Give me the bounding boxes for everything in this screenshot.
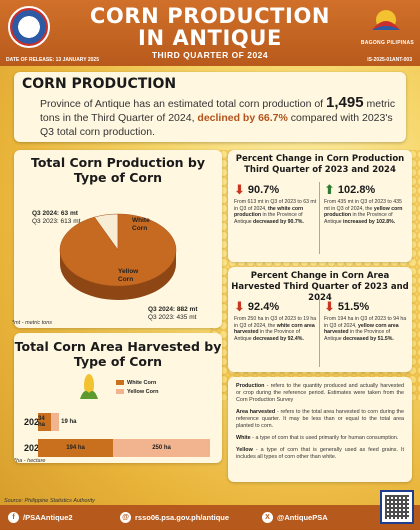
bar-white-2023-label: 194 ha bbox=[66, 445, 85, 451]
intro-text: Province of Antique has an estimated tot… bbox=[40, 94, 400, 139]
white-area-pct: 92.4% bbox=[247, 301, 280, 313]
pct-production-panel: Percent Change in Corn Production Third … bbox=[228, 150, 412, 262]
decline-highlight: declined by 66.7% bbox=[197, 112, 288, 124]
arrow-down-icon: ⬇ bbox=[234, 182, 245, 197]
white-production-pct: 90.7% bbox=[247, 184, 280, 196]
yellow-production-pct: 102.8% bbox=[337, 184, 376, 196]
facebook-handle: /PSAAntique2 bbox=[23, 513, 73, 522]
yellow-area-pct: 51.5% bbox=[337, 301, 370, 313]
intro-panel: CORN PRODUCTION Province of Antique has … bbox=[14, 72, 406, 142]
intro-title: CORN PRODUCTION bbox=[22, 76, 177, 92]
definitions-panel: Production - refers to the quantity prod… bbox=[228, 377, 412, 482]
intro-text-part: Province of Antique has an estimated tot… bbox=[40, 98, 327, 110]
source-note: Source: Philippine Statistics Authority bbox=[4, 498, 95, 504]
total-production-value: 1,495 bbox=[326, 94, 364, 111]
white-area-text: From 250 ha in Q3 of 2023 to 19 ha in Q3… bbox=[234, 316, 317, 342]
corn-icon bbox=[80, 374, 98, 399]
definition-yellow: Yellow - a type of corn that is generall… bbox=[236, 447, 404, 460]
psa-logo bbox=[8, 6, 50, 48]
metric-tons-note: *mt - metric tons bbox=[12, 320, 53, 326]
arrow-down-icon: ⬇ bbox=[234, 299, 245, 314]
page-title-line2: IN ANTIQUE bbox=[138, 26, 282, 50]
x-icon: X bbox=[262, 512, 273, 523]
divider bbox=[319, 182, 320, 254]
pct-production-title: Percent Change in Corn Production Third … bbox=[235, 154, 405, 175]
production-panel: Total Corn Production by Type of Corn Q3… bbox=[14, 150, 222, 328]
area-harvested-panel: Total Corn Area Harvested by Type of Cor… bbox=[14, 333, 222, 463]
white-corn-values: Q3 2024: 63 mt Q3 2023: 613 mt bbox=[32, 210, 80, 226]
bar-yellow-2023-label: 250 ha bbox=[152, 445, 171, 451]
website-text: rsso06.psa.gov.ph/antique bbox=[135, 513, 230, 522]
bar-yellow-2024: 19 ha bbox=[51, 413, 77, 431]
white-area-change: ⬇ 92.4% From 250 ha in Q3 of 2023 to 19 h… bbox=[234, 299, 318, 342]
bagong-pilipinas-text: BAGONG PILIPINAS bbox=[360, 40, 414, 46]
release-date: DATE OF RELEASE: 13 JANUARY 2025 bbox=[6, 57, 99, 63]
qr-code[interactable] bbox=[380, 490, 414, 524]
pie-slice-yellow-corn bbox=[59, 213, 177, 287]
legend-yellow: Yellow Corn bbox=[116, 389, 158, 395]
intro-text-part: compared with 2023's Q3 total corn produ… bbox=[40, 112, 393, 138]
bar-white-2024-label: 34 ha bbox=[38, 416, 46, 428]
yellow-q3-2023: Q3 2023: 435 mt bbox=[148, 314, 197, 321]
page-subtitle: THIRD QUARTER OF 2024 bbox=[151, 50, 269, 60]
white-q3-2024: Q3 2024: 63 mt bbox=[32, 210, 78, 217]
page-title-line1: CORN PRODUCTION bbox=[89, 4, 331, 28]
web-icon: @ bbox=[120, 512, 131, 523]
bagong-pilipinas-logo bbox=[372, 10, 400, 30]
release-code: IS-2025-01ANT-003 bbox=[367, 57, 412, 63]
white-corn-label-text: White Corn bbox=[132, 217, 150, 232]
pct-area-panel: Percent Change in Corn Area Harvested Th… bbox=[228, 267, 412, 372]
white-production-change: ⬇ 90.7% From 613 mt in Q3 of 2023 to 63 m… bbox=[234, 182, 318, 225]
facebook-link[interactable]: f /PSAAntique2 bbox=[8, 512, 73, 523]
arrow-up-icon: ⬆ bbox=[324, 182, 335, 197]
intro-text-part: metric tons in the Third Quarter of 2024… bbox=[40, 98, 396, 124]
production-pie-chart bbox=[59, 213, 177, 300]
twitter-link[interactable]: X @AntiquePSA bbox=[262, 512, 328, 523]
bar-yellow-2023: 250 ha bbox=[113, 439, 210, 457]
divider bbox=[319, 299, 320, 367]
twitter-handle: @AntiquePSA bbox=[277, 513, 328, 522]
definition-white: White - a type of corn that is used prim… bbox=[236, 435, 399, 441]
definition-area: Area harvested - refers to the total are… bbox=[236, 409, 404, 429]
legend-yellow-label: Yellow Corn bbox=[127, 389, 159, 395]
legend-white: White Corn bbox=[116, 380, 156, 386]
facebook-icon: f bbox=[8, 512, 19, 523]
yellow-corn-values: Q3 2024: 882 mt Q3 2023: 435 mt bbox=[148, 306, 198, 322]
yellow-q3-2024: Q3 2024: 882 mt bbox=[148, 306, 198, 313]
footer: f /PSAAntique2 @ rsso06.psa.gov.ph/antiq… bbox=[0, 505, 420, 530]
area-panel-title: Total Corn Area Harvested by Type of Cor… bbox=[14, 339, 222, 369]
white-q3-2023: Q3 2023: 613 mt bbox=[32, 218, 81, 225]
bar-white-2023: 194 ha bbox=[38, 439, 114, 457]
white-production-text: From 613 mt in Q3 of 2023 to 63 mt in Q3… bbox=[234, 199, 317, 225]
definition-production: Production - refers to the quantity prod… bbox=[236, 383, 404, 403]
legend-white-label: White Corn bbox=[127, 380, 157, 386]
hectare-note: *ha - hectare bbox=[14, 458, 46, 464]
year-2024-label: 2024 bbox=[24, 417, 45, 427]
header: CORN PRODUCTION IN ANTIQUE THIRD QUARTER… bbox=[0, 0, 420, 66]
yellow-corn-label: Yellow Corn bbox=[118, 268, 144, 284]
year-2023-label: 2023 bbox=[24, 443, 45, 453]
website-link[interactable]: @ rsso06.psa.gov.ph/antique bbox=[120, 512, 229, 523]
white-corn-label: White Corn bbox=[132, 217, 156, 233]
yellow-area-change: ⬇ 51.5% From 194 ha in Q3 of 2023 to 94 h… bbox=[324, 299, 408, 342]
bar-yellow-2024-label: 19 ha bbox=[61, 419, 77, 425]
yellow-production-change: ⬆ 102.8% From 435 mt in Q3 of 2023 to 435… bbox=[324, 182, 408, 225]
yellow-area-text: From 194 ha in Q3 of 2023 to 94 ha in Q3… bbox=[324, 316, 407, 342]
bar-white-2024: 34 ha bbox=[38, 413, 52, 431]
arrow-down-icon: ⬇ bbox=[324, 299, 335, 314]
yellow-production-text: From 435 mt in Q3 of 2023 to 435 mt in Q… bbox=[324, 199, 403, 225]
pct-area-title: Percent Change in Corn Area Harvested Th… bbox=[231, 271, 409, 303]
yellow-corn-label-text: Yellow Corn bbox=[118, 268, 139, 283]
production-panel-title: Total Corn Production by Type of Corn bbox=[30, 155, 206, 185]
